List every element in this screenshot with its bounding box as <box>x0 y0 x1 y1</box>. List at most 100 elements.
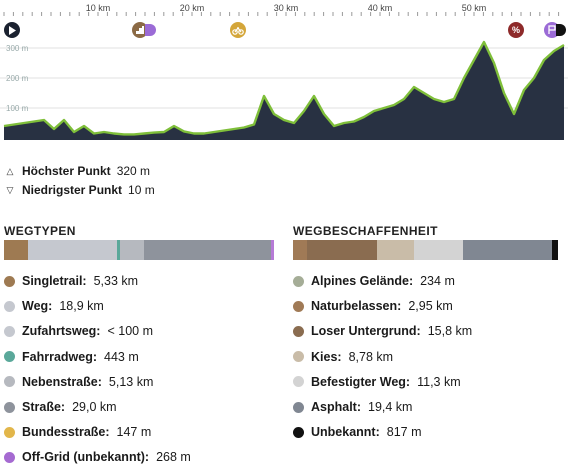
y-label-300: 300 m <box>6 44 29 53</box>
legend-value: < 100 m <box>107 324 153 339</box>
legend-value: 8,78 km <box>348 349 394 364</box>
play-icon[interactable] <box>4 22 20 38</box>
bike-icon[interactable] <box>230 22 246 38</box>
color-dot-icon <box>4 351 15 363</box>
wegtypen-segment <box>28 240 118 260</box>
lowest-point-value: 10 m <box>128 183 155 197</box>
wegbeschaffenheit-bar[interactable] <box>293 240 563 260</box>
legend-item[interactable]: Alpines Gelände: 234 m <box>293 274 455 288</box>
wegtypen-segment <box>271 240 274 260</box>
legend-label: Alpines Gelände: <box>311 274 414 288</box>
wegtypen-title: WEGTYPEN <box>4 224 76 238</box>
wegbeschaffenheit-segment <box>463 240 553 260</box>
legend-item[interactable]: Fahrradweg: 443 m <box>4 350 139 364</box>
wegtypen-segment <box>4 240 29 260</box>
color-dot-icon <box>293 401 304 413</box>
legend-value: 15,8 km <box>427 324 473 339</box>
legend-item[interactable]: Bundesstraße: 147 m <box>4 425 151 439</box>
color-dot-icon <box>293 300 304 312</box>
color-dot-icon <box>4 325 15 337</box>
lowest-point: ▽ Niedrigster Punkt 10 m <box>4 183 155 197</box>
distance-ruler: 10 km 20 km 30 km 40 km 50 km <box>0 0 568 16</box>
legend-label: Naturbelassen: <box>311 299 402 314</box>
legend-value: 29,0 km <box>72 400 117 414</box>
lowest-point-label: Niedrigster Punkt <box>22 183 123 197</box>
legend-label: Off-Grid (unbekannt): <box>22 450 150 465</box>
legend-item[interactable]: Straße: 29,0 km <box>4 400 117 414</box>
legend-label: Nebenstraße: <box>22 374 102 389</box>
y-label-200: 200 m <box>6 74 29 83</box>
color-dot-icon <box>4 300 15 312</box>
color-dot-icon <box>293 351 304 363</box>
wegbeschaffenheit-segment <box>306 240 377 260</box>
color-dot-icon <box>293 325 304 337</box>
legend-label: Fahrradweg: <box>22 349 98 364</box>
legend-value: 234 m <box>420 274 455 288</box>
legend-label: Singletrail: <box>22 274 87 288</box>
legend-item[interactable]: Befestigter Weg: 11,3 km <box>293 375 461 389</box>
highest-point-value: 320 m <box>116 164 151 178</box>
legend-value: 19,4 km <box>368 400 413 414</box>
elevation-profile: 300 m 200 m 100 m <box>0 40 568 140</box>
wegtypen-segment <box>117 240 121 260</box>
legend-value: 2,95 km <box>408 299 453 314</box>
wegbeschaffenheit-segment <box>552 240 558 260</box>
elevation-area <box>4 42 564 140</box>
legend-value: 5,13 km <box>108 374 154 389</box>
tick-label-20km: 20 km <box>179 3 205 13</box>
legend-value: 147 m <box>116 425 152 440</box>
legend-item[interactable]: Nebenstraße: 5,13 km <box>4 375 153 389</box>
legend-item[interactable]: Weg: 18,9 km <box>4 299 104 313</box>
legend-item[interactable]: Off-Grid (unbekannt): 268 m <box>4 450 191 464</box>
hiking-icon[interactable] <box>132 22 148 38</box>
y-label-100: 100 m <box>6 104 29 113</box>
legend-item[interactable]: Unbekannt: 817 m <box>293 425 422 439</box>
waypoint-markers: % <box>0 20 568 42</box>
legend-label: Zufahrtsweg: <box>22 324 101 339</box>
wegbeschaffenheit-segment <box>376 240 415 260</box>
highest-point-label: Höchster Punkt <box>22 164 111 178</box>
legend-label: Weg: <box>22 299 53 314</box>
legend-label: Loser Untergrund: <box>311 324 421 339</box>
legend-value: 817 m <box>386 425 422 440</box>
legend-value: 268 m <box>156 450 191 465</box>
color-dot-icon <box>293 275 304 287</box>
legend-item[interactable]: Loser Untergrund: 15,8 km <box>293 324 472 338</box>
color-dot-icon <box>4 426 15 438</box>
wegtypen-segment <box>120 240 145 260</box>
poi-half-icon <box>556 24 566 36</box>
color-dot-icon <box>4 376 15 388</box>
color-dot-icon <box>4 275 15 287</box>
tick-label-10km: 10 km <box>85 3 111 13</box>
wegbeschaffenheit-segment <box>293 240 307 260</box>
highest-point: △ Höchster Punkt 320 m <box>4 164 151 178</box>
legend-value: 11,3 km <box>417 374 461 389</box>
elevation-line <box>3 40 565 136</box>
color-dot-icon <box>4 451 15 463</box>
triangle-up-icon: △ <box>6 165 14 176</box>
legend-item[interactable]: Singletrail: 5,33 km <box>4 274 138 288</box>
tick-label-40km: 40 km <box>367 3 393 13</box>
legend-label: Befestigter Weg: <box>311 374 411 389</box>
legend-value: 5,33 km <box>93 274 139 288</box>
legend-value: 18,9 km <box>59 299 104 314</box>
elevation-chart: 300 m 200 m 100 m <box>0 40 568 140</box>
legend-label: Unbekannt: <box>311 425 380 440</box>
legend-value: 443 m <box>104 349 139 364</box>
legend-item[interactable]: Naturbelassen: 2,95 km <box>293 299 453 313</box>
wegbeschaffenheit-segment <box>414 240 464 260</box>
color-dot-icon <box>293 426 304 438</box>
tick-label-50km: 50 km <box>461 3 487 13</box>
legend-label: Bundesstraße: <box>22 425 110 440</box>
wegtypen-bar[interactable] <box>4 240 274 260</box>
percent-icon[interactable]: % <box>508 22 524 38</box>
color-dot-icon <box>4 401 15 413</box>
color-dot-icon <box>293 376 304 388</box>
ruler-ticks <box>3 12 560 16</box>
legend-item[interactable]: Kies: 8,78 km <box>293 350 393 364</box>
legend-item[interactable]: Zufahrtsweg: < 100 m <box>4 324 153 338</box>
wegbeschaffenheit-title: WEGBESCHAFFENHEIT <box>293 224 438 238</box>
legend-label: Kies: <box>311 349 342 364</box>
legend-item[interactable]: Asphalt: 19,4 km <box>293 400 412 414</box>
wegtypen-segment <box>144 240 272 260</box>
